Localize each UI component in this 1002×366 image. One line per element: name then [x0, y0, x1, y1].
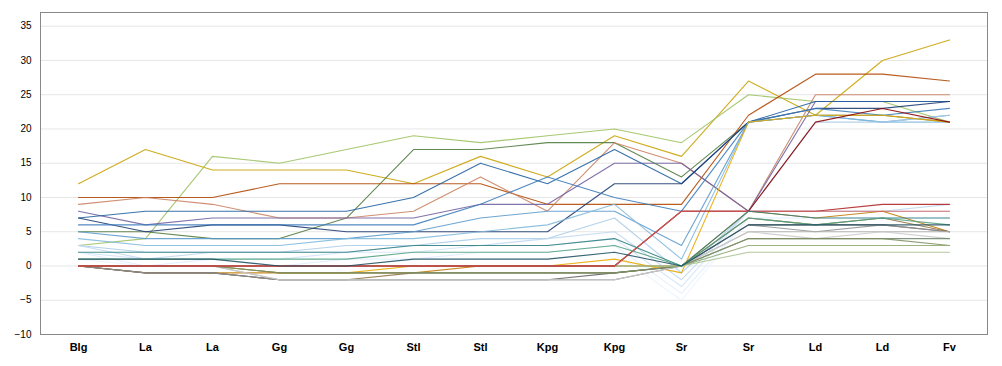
svg-text:Kpg: Kpg	[537, 341, 558, 353]
svg-text:−10: −10	[15, 329, 32, 340]
svg-text:Stl: Stl	[406, 341, 420, 353]
svg-text:Fv: Fv	[943, 341, 957, 353]
svg-text:−5: −5	[20, 294, 32, 305]
svg-text:Ld: Ld	[876, 341, 889, 353]
svg-text:20: 20	[20, 123, 32, 134]
svg-text:Sr: Sr	[743, 341, 755, 353]
svg-text:Gg: Gg	[272, 341, 287, 353]
svg-text:Ld: Ld	[809, 341, 822, 353]
svg-text:15: 15	[20, 157, 32, 168]
svg-text:5: 5	[26, 226, 32, 237]
svg-text:25: 25	[20, 89, 32, 100]
svg-text:Kpg: Kpg	[604, 341, 625, 353]
svg-text:La: La	[139, 341, 153, 353]
svg-text:35: 35	[20, 20, 32, 31]
svg-text:0: 0	[26, 260, 32, 271]
svg-text:Sr: Sr	[676, 341, 688, 353]
svg-text:Stl: Stl	[473, 341, 487, 353]
svg-text:10: 10	[20, 192, 32, 203]
svg-text:Gg: Gg	[339, 341, 354, 353]
svg-text:La: La	[206, 341, 220, 353]
svg-text:30: 30	[20, 55, 32, 66]
svg-text:Blg: Blg	[70, 341, 88, 353]
